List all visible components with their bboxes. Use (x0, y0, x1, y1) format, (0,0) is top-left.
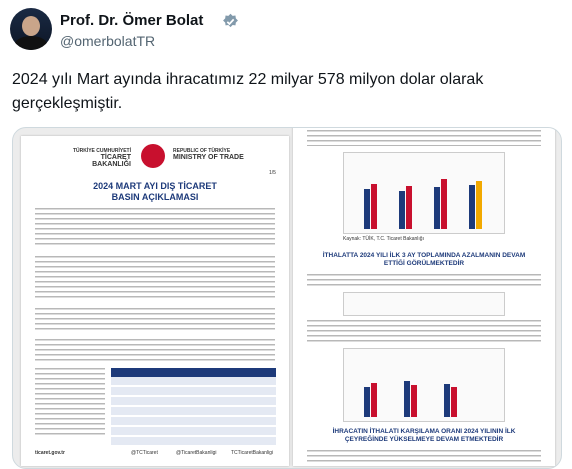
chart-image (343, 292, 505, 316)
avatar[interactable] (10, 8, 52, 50)
social: @TicaretBakanligi (176, 450, 217, 456)
paragraph (35, 339, 275, 361)
social: TCTicaretBakanligi (231, 450, 274, 456)
paragraph (307, 450, 541, 464)
table (111, 368, 276, 445)
logo (141, 144, 165, 168)
heading: İHRACATIN İTHALATI KARŞILAMA ORANI 2024 … (332, 428, 516, 443)
right-page: Kaynak: TÜİK, T.C. Ticaret Bakanlığı İTH… (293, 128, 555, 466)
paragraph (35, 208, 275, 248)
chart-image (343, 348, 505, 422)
source: Kaynak: TÜİK, T.C. Ticaret Bakanlığı (343, 236, 424, 242)
social: @TCTicaret (131, 450, 158, 456)
page-number: 1/5 (269, 170, 276, 176)
doc-title: 2024 MART AYI DIŞ TİCARET BASIN AÇIKLAMAS… (93, 181, 217, 202)
tweet: Prof. Dr. Ömer Bolat @omerbolatTR 2024 y… (10, 8, 562, 469)
heading: İTHALATTA 2024 YILI İLK 3 AY TOPLAMINDA … (322, 252, 526, 267)
paragraph (35, 308, 275, 333)
author-name[interactable]: Prof. Dr. Ömer Bolat (60, 12, 204, 29)
org-en: REPUBLIC OF TÜRKİYE MINISTRY OF TRADE (173, 148, 244, 161)
author-handle[interactable]: @omerbolatTR (60, 33, 156, 49)
paragraph (307, 274, 541, 288)
verified-badge (223, 13, 238, 28)
paragraph (35, 368, 105, 438)
chart-image (343, 152, 505, 234)
left-page: TÜRKİYE CUMHURİYETİ TİCARET BAKANLIĞI REP… (21, 136, 289, 466)
paragraph (35, 256, 275, 301)
tweet-image[interactable]: TÜRKİYE CUMHURİYETİ TİCARET BAKANLIĞI REP… (12, 127, 562, 469)
footer: ticaret.gov.tr (35, 450, 65, 456)
tweet-text: 2024 yılı Mart ayında ihracatımız 22 mil… (12, 71, 484, 112)
org-tr: TÜRKİYE CUMHURİYETİ TİCARET BAKANLIĞI (72, 148, 131, 168)
paragraph (307, 320, 541, 344)
paragraph (307, 130, 541, 146)
